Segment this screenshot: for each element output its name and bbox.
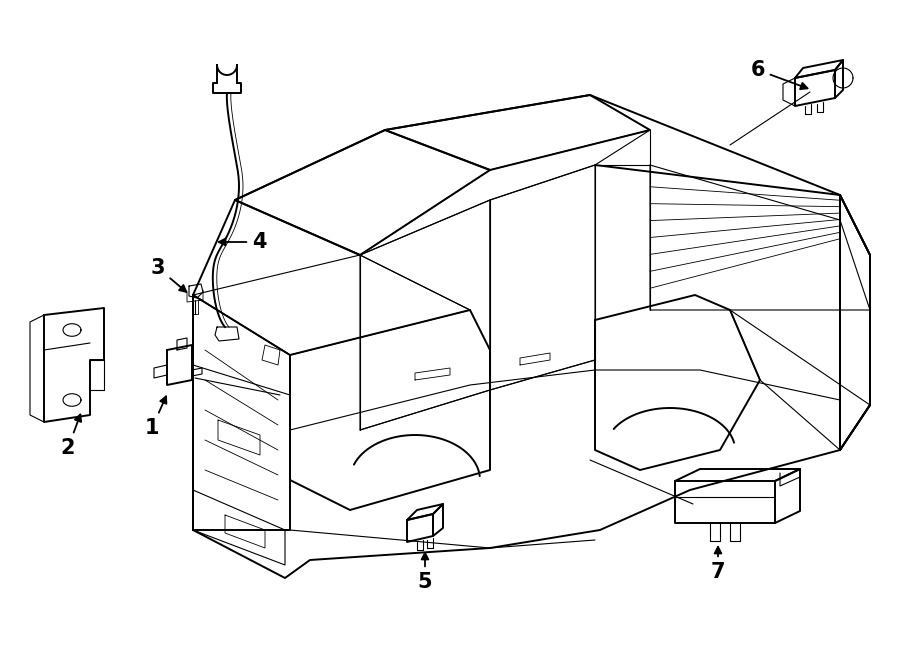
Text: 5: 5 <box>418 553 432 592</box>
Text: 7: 7 <box>711 547 725 582</box>
Text: 4: 4 <box>219 232 266 252</box>
Text: 2: 2 <box>61 414 81 458</box>
Text: 3: 3 <box>151 258 186 292</box>
Text: 6: 6 <box>751 60 807 89</box>
Text: 1: 1 <box>145 397 166 438</box>
